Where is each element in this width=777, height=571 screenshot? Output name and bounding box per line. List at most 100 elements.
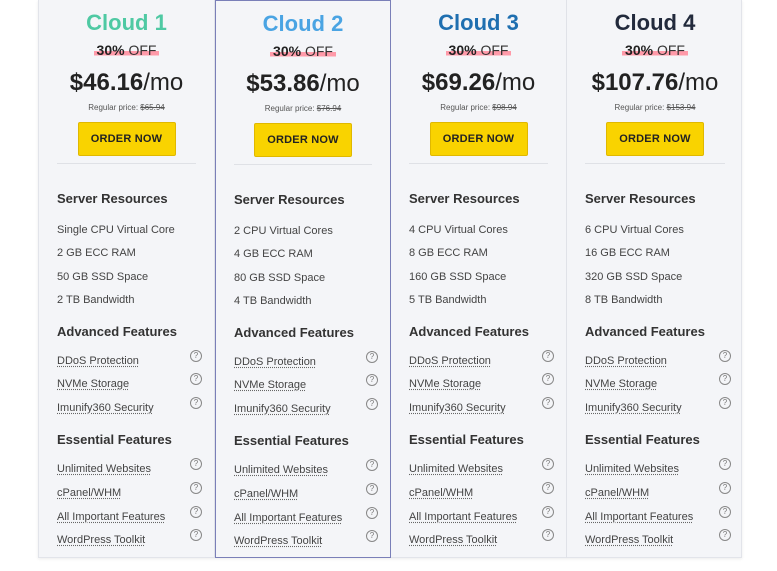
resource-ram: 16 GB ECC RAM <box>585 247 670 259</box>
help-icon[interactable]: ? <box>719 350 731 362</box>
discount-percent: 30% <box>625 42 654 58</box>
help-icon[interactable]: ? <box>542 458 554 470</box>
feature-label[interactable]: WordPress Toolkit <box>57 534 146 546</box>
feature-label[interactable]: All Important Features <box>57 511 166 523</box>
advanced-features-title: Advanced Features <box>585 324 705 339</box>
resource-cpu: 6 CPU Virtual Cores <box>585 224 684 236</box>
help-icon[interactable]: ? <box>366 398 378 410</box>
help-icon[interactable]: ? <box>719 458 731 470</box>
feature-label[interactable]: Imunify360 Security <box>585 402 682 414</box>
order-now-button[interactable]: ORDER NOW <box>429 122 528 156</box>
feature-label[interactable]: DDoS Protection <box>409 355 491 367</box>
feature-label[interactable]: WordPress Toolkit <box>234 535 323 547</box>
resource-storage: 160 GB SSD Space <box>409 271 507 283</box>
feature-nvme: NVMe Storage? <box>57 373 214 391</box>
feature-label[interactable]: DDoS Protection <box>234 356 316 368</box>
advanced-features-title: Advanced Features <box>234 325 354 340</box>
feature-all-important: All Important Features? <box>409 506 566 524</box>
help-icon[interactable]: ? <box>366 459 378 471</box>
feature-label[interactable]: All Important Features <box>585 511 694 523</box>
help-icon[interactable]: ? <box>190 397 202 409</box>
order-now-button[interactable]: ORDER NOW <box>254 123 352 157</box>
resource-ram: 8 GB ECC RAM <box>409 247 488 259</box>
help-icon[interactable]: ? <box>542 529 554 541</box>
price: $107.76/mo <box>567 68 743 98</box>
feature-cpanel: cPanel/WHM? <box>585 482 743 500</box>
help-icon[interactable]: ? <box>719 482 731 494</box>
help-icon[interactable]: ? <box>366 507 378 519</box>
resource-bandwidth: 8 TB Bandwidth <box>585 294 663 306</box>
help-icon[interactable]: ? <box>190 373 202 385</box>
help-icon[interactable]: ? <box>542 350 554 362</box>
help-icon[interactable]: ? <box>366 530 378 542</box>
pricing-table: Cloud 1 30% OFF $46.16/mo Regular price:… <box>38 0 742 558</box>
feature-label[interactable]: WordPress Toolkit <box>409 534 498 546</box>
feature-label[interactable]: All Important Features <box>409 511 518 523</box>
feature-label[interactable]: Unlimited Websites <box>234 464 328 476</box>
feature-label[interactable]: Imunify360 Security <box>234 403 331 415</box>
help-icon[interactable]: ? <box>190 350 202 362</box>
order-now-button[interactable]: ORDER NOW <box>77 122 176 156</box>
feature-label[interactable]: NVMe Storage <box>409 378 482 390</box>
feature-label[interactable]: cPanel/WHM <box>234 488 299 500</box>
discount-off: OFF <box>304 43 333 59</box>
feature-label[interactable]: DDoS Protection <box>585 355 667 367</box>
price: $46.16/mo <box>39 68 214 98</box>
divider <box>585 163 725 164</box>
feature-label[interactable]: Unlimited Websites <box>585 463 679 475</box>
help-icon[interactable]: ? <box>366 374 378 386</box>
help-icon[interactable]: ? <box>190 529 202 541</box>
regular-price-value: $65.94 <box>140 103 165 112</box>
feature-label[interactable]: All Important Features <box>234 512 343 524</box>
help-icon[interactable]: ? <box>719 373 731 385</box>
feature-label[interactable]: Imunify360 Security <box>409 402 506 414</box>
feature-label[interactable]: cPanel/WHM <box>585 487 650 499</box>
help-icon[interactable]: ? <box>542 482 554 494</box>
help-icon[interactable]: ? <box>366 351 378 363</box>
feature-label[interactable]: NVMe Storage <box>585 378 658 390</box>
resource-bandwidth: 4 TB Bandwidth <box>234 295 312 307</box>
plan-card-cloud-2: Cloud 2 30% OFF $53.86/mo Regular price:… <box>215 0 391 558</box>
resource-storage: 50 GB SSD Space <box>57 271 149 283</box>
help-icon[interactable]: ? <box>190 506 202 518</box>
feature-unlimited-websites: Unlimited Websites? <box>409 458 566 476</box>
feature-label[interactable]: Imunify360 Security <box>57 402 154 414</box>
help-icon[interactable]: ? <box>542 506 554 518</box>
feature-label[interactable]: Unlimited Websites <box>57 463 151 475</box>
help-icon[interactable]: ? <box>719 529 731 541</box>
essential-features-title: Essential Features <box>409 432 524 447</box>
feature-label[interactable]: Unlimited Websites <box>409 463 503 475</box>
plan-name: Cloud 2 <box>262 11 344 36</box>
regular-price-label: Regular price: <box>440 103 491 112</box>
help-icon[interactable]: ? <box>366 483 378 495</box>
order-now-button[interactable]: ORDER NOW <box>606 122 704 156</box>
help-icon[interactable]: ? <box>719 397 731 409</box>
feature-label[interactable]: DDoS Protection <box>57 355 139 367</box>
feature-label[interactable]: NVMe Storage <box>234 379 307 391</box>
help-icon[interactable]: ? <box>542 373 554 385</box>
feature-wordpress: WordPress Toolkit? <box>585 529 743 547</box>
resource-cpu: Single CPU Virtual Core <box>57 224 175 236</box>
price-amount: $69.26 <box>421 69 496 96</box>
feature-nvme: NVMe Storage? <box>585 373 743 391</box>
discount-off: OFF <box>128 42 157 58</box>
help-icon[interactable]: ? <box>719 506 731 518</box>
feature-ddos: DDoS Protection? <box>57 350 214 368</box>
feature-wordpress: WordPress Toolkit? <box>234 530 390 548</box>
price-period: /mo <box>143 69 184 96</box>
feature-imunify: Imunify360 Security? <box>57 397 214 415</box>
server-resources-title: Server Resources <box>409 191 520 206</box>
feature-label[interactable]: cPanel/WHM <box>409 487 474 499</box>
feature-label[interactable]: cPanel/WHM <box>57 487 122 499</box>
feature-label[interactable]: NVMe Storage <box>57 378 130 390</box>
advanced-features-title: Advanced Features <box>409 324 529 339</box>
price: $69.26/mo <box>391 68 566 98</box>
feature-label[interactable]: WordPress Toolkit <box>585 534 674 546</box>
feature-nvme: NVMe Storage? <box>234 374 390 392</box>
discount-badge: 30% OFF <box>39 41 214 59</box>
discount-off: OFF <box>480 42 509 58</box>
help-icon[interactable]: ? <box>542 397 554 409</box>
help-icon[interactable]: ? <box>190 482 202 494</box>
help-icon[interactable]: ? <box>190 458 202 470</box>
resource-cpu: 2 CPU Virtual Cores <box>234 225 333 237</box>
